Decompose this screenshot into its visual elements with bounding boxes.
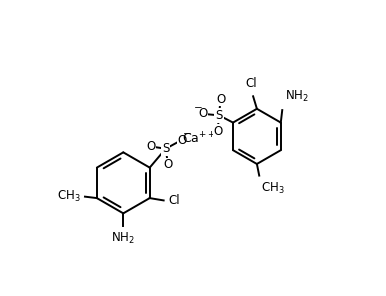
Text: CH$_3$: CH$_3$ [57, 189, 80, 204]
Text: O: O [163, 158, 173, 171]
Text: NH$_2$: NH$_2$ [285, 89, 309, 104]
Text: O: O [146, 140, 155, 153]
Text: −: − [183, 129, 191, 139]
Text: O: O [198, 107, 208, 120]
Text: S: S [162, 142, 169, 155]
Text: NH$_2$: NH$_2$ [112, 231, 135, 246]
Text: O: O [213, 125, 222, 138]
Text: S: S [215, 109, 223, 122]
Text: Ca$^{++}$: Ca$^{++}$ [182, 132, 216, 147]
Text: Cl: Cl [245, 77, 257, 90]
Text: Cl: Cl [168, 194, 180, 207]
Text: −: − [193, 103, 202, 113]
Text: CH$_3$: CH$_3$ [261, 181, 284, 196]
Text: O: O [177, 133, 186, 147]
Text: O: O [216, 93, 225, 106]
